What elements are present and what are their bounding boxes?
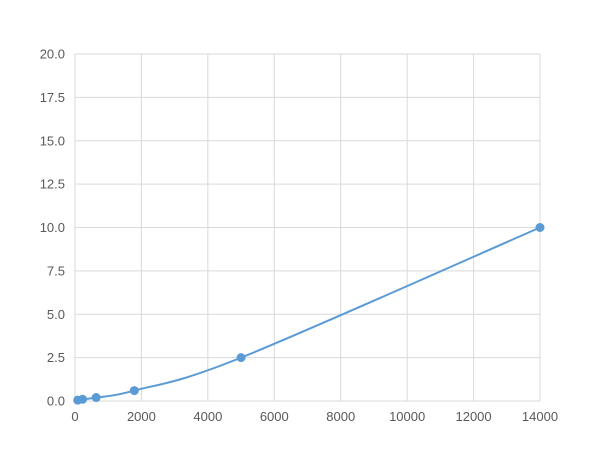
y-tick-label: 20.0: [40, 47, 65, 62]
y-tick-label: 15.0: [40, 133, 65, 148]
data-point: [91, 393, 101, 403]
data-point: [535, 223, 545, 232]
x-tick-label: 0: [71, 409, 78, 424]
x-tick-label: 2000: [127, 409, 156, 424]
y-tick-label: 0.0: [47, 394, 65, 409]
y-tick-label: 12.5: [40, 177, 65, 192]
y-tick-label: 17.5: [40, 90, 65, 105]
x-tick-label: 8000: [326, 409, 355, 424]
x-tick-label: 4000: [193, 409, 222, 424]
y-tick-label: 2.5: [47, 350, 65, 365]
y-tick-label: 10.0: [40, 220, 65, 235]
y-tick-label: 7.5: [47, 263, 65, 278]
data-point: [78, 394, 88, 404]
data-point: [129, 386, 139, 396]
data-point: [236, 353, 246, 363]
x-tick-label: 14000: [522, 409, 558, 424]
x-tick-label: 10000: [389, 409, 425, 424]
x-tick-label: 12000: [455, 409, 491, 424]
x-tick-label: 6000: [260, 409, 289, 424]
y-tick-label: 5.0: [47, 307, 65, 322]
